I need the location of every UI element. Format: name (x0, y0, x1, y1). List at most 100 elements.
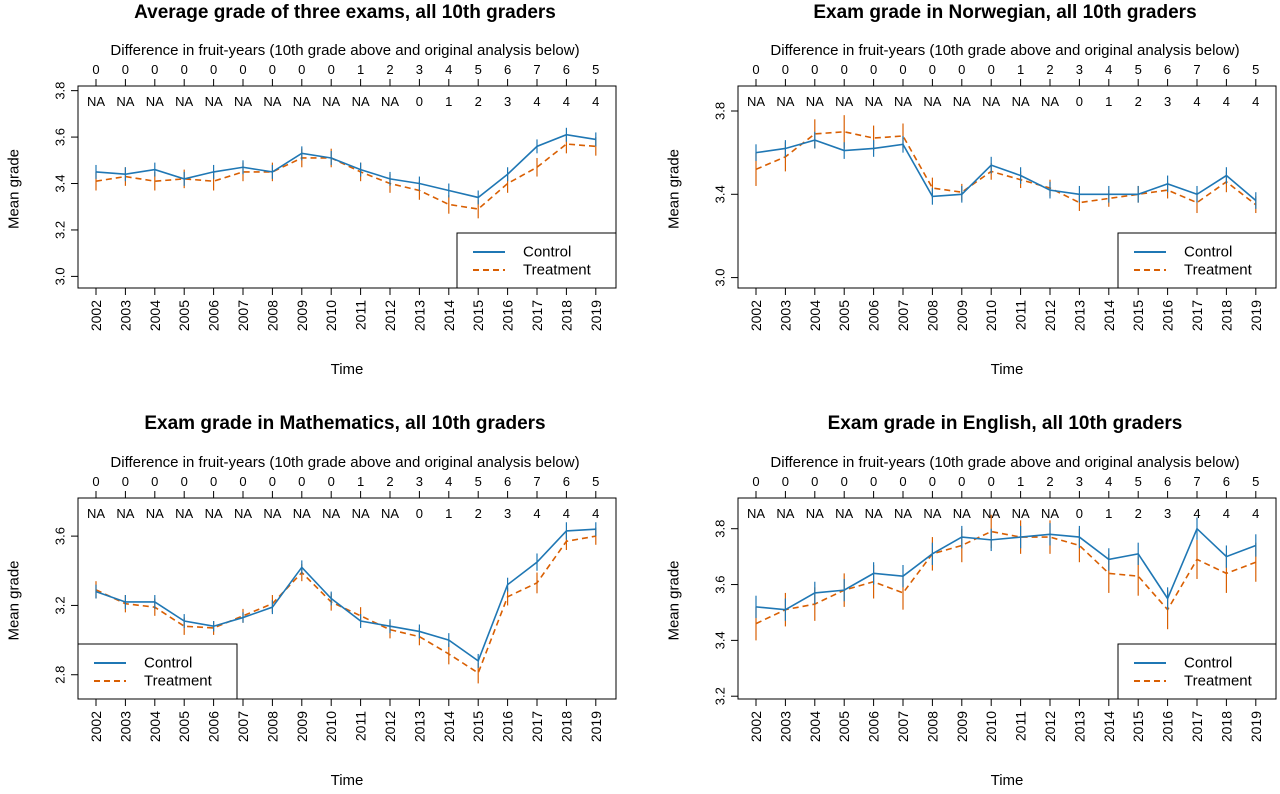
inner-diff-label: 3 (1164, 506, 1171, 521)
x-tick-label: 2007 (895, 300, 911, 331)
y-axis-label: Mean grade (666, 149, 683, 229)
inner-diff-label: 0 (1076, 506, 1083, 521)
top-diff-label: 7 (533, 474, 540, 489)
x-tick-label: 2009 (294, 711, 310, 742)
x-tick-label: 2008 (924, 711, 940, 742)
x-tick-label: 2016 (1160, 300, 1176, 331)
chart-subtitle: Difference in fruit-years (10th grade ab… (770, 42, 1239, 59)
inner-diff-label: 4 (592, 94, 599, 109)
inner-diff-label: 2 (1135, 506, 1142, 521)
legend-label-control: Control (144, 655, 192, 672)
x-tick-label: 2016 (1160, 711, 1176, 742)
y-axis-label: Mean grade (6, 560, 23, 640)
chart-title: Exam grade in Norwegian, all 10th grader… (813, 2, 1196, 23)
legend-box (456, 232, 617, 289)
y-tick-label: 3.2 (53, 596, 68, 614)
x-tick-label: 2011 (1013, 711, 1029, 741)
top-diff-label: 6 (1164, 474, 1171, 489)
x-tick-label: 2003 (777, 711, 793, 742)
inner-diff-label: 4 (563, 94, 570, 109)
top-diff-label: 0 (210, 62, 217, 77)
chart-title: Exam grade in English, all 10th graders (828, 413, 1183, 434)
top-diff-label: 0 (752, 474, 759, 489)
x-tick-label: 2015 (470, 711, 486, 742)
x-tick-label: 2002 (88, 300, 104, 331)
top-diff-label: 0 (929, 62, 936, 77)
inner-diff-label: 4 (1193, 506, 1200, 521)
x-tick-label: 2008 (264, 711, 280, 742)
x-tick-label: 2009 (954, 300, 970, 331)
top-diff-label: 0 (181, 62, 188, 77)
x-tick-label: 2009 (294, 300, 310, 331)
top-diff-label: 6 (563, 474, 570, 489)
top-diff-label: 5 (592, 474, 599, 489)
top-diff-label: 0 (298, 474, 305, 489)
inner-diff-label: NA (1041, 94, 1059, 109)
top-diff-label: 5 (1252, 62, 1259, 77)
top-diff-label: 0 (122, 62, 129, 77)
x-tick-label: 2004 (147, 300, 163, 331)
inner-diff-label: NA (923, 94, 941, 109)
legend-box (1117, 232, 1277, 289)
top-diff-label: 6 (1223, 474, 1230, 489)
top-diff-label: 0 (92, 474, 99, 489)
inner-diff-label: 4 (533, 94, 540, 109)
inner-diff-label: NA (381, 94, 399, 109)
top-diff-label: 0 (841, 474, 848, 489)
y-tick-label: 3.2 (713, 687, 728, 705)
x-tick-label: 2018 (558, 300, 574, 331)
x-tick-label: 2017 (1189, 300, 1205, 331)
x-tick-label: 2009 (954, 711, 970, 742)
top-diff-label: 7 (533, 62, 540, 77)
plot-frame (737, 497, 1277, 700)
x-tick-label: 2017 (529, 300, 545, 331)
top-diff-label: 5 (475, 62, 482, 77)
x-tick-label: 2012 (382, 300, 398, 331)
x-tick-label: 2017 (1189, 711, 1205, 742)
x-axis-label: Time (331, 772, 364, 789)
top-diff-label: 0 (811, 62, 818, 77)
top-diff-label: 0 (899, 62, 906, 77)
x-tick-label: 2010 (323, 300, 339, 331)
top-diff-label: 4 (1105, 474, 1112, 489)
inner-diff-label: NA (352, 94, 370, 109)
legend-label-treatment: Treatment (1184, 262, 1253, 279)
y-tick-label: 3.2 (53, 221, 68, 239)
inner-diff-label: 0 (416, 506, 423, 521)
y-axis-label: Mean grade (6, 149, 23, 229)
top-diff-label: 3 (416, 474, 423, 489)
inner-diff-label: NA (263, 94, 281, 109)
top-diff-label: 0 (899, 474, 906, 489)
x-tick-label: 2005 (836, 300, 852, 331)
x-tick-label: 2018 (1218, 300, 1234, 331)
inner-diff-label: NA (146, 506, 164, 521)
y-tick-label: 3.6 (53, 527, 68, 545)
plot-frame (77, 85, 617, 289)
chart-title: Exam grade in Mathematics, all 10th grad… (144, 413, 545, 434)
top-diff-label: 4 (445, 62, 452, 77)
top-diff-label: 3 (1076, 62, 1083, 77)
x-tick-label: 2015 (1130, 711, 1146, 742)
inner-diff-label: NA (234, 94, 252, 109)
x-tick-label: 2019 (588, 300, 604, 331)
top-diff-label: 0 (269, 62, 276, 77)
inner-diff-label: NA (205, 506, 223, 521)
x-tick-label: 2003 (117, 711, 133, 742)
series-line-control (755, 527, 1257, 611)
inner-diff-label: NA (293, 506, 311, 521)
top-diff-label: 6 (563, 62, 570, 77)
top-diff-label: 3 (416, 62, 423, 77)
x-tick-label: 2010 (323, 711, 339, 742)
plot-frame (737, 85, 1277, 289)
top-diff-label: 0 (988, 474, 995, 489)
legend-label-treatment: Treatment (523, 262, 592, 279)
y-tick-label: 3.8 (713, 520, 728, 538)
x-tick-label: 2019 (1248, 711, 1264, 742)
x-tick-label: 2007 (235, 300, 251, 331)
series-control (755, 517, 1257, 621)
x-tick-label: 2015 (470, 300, 486, 331)
series-line-control (95, 528, 596, 663)
series-control (755, 131, 1257, 209)
